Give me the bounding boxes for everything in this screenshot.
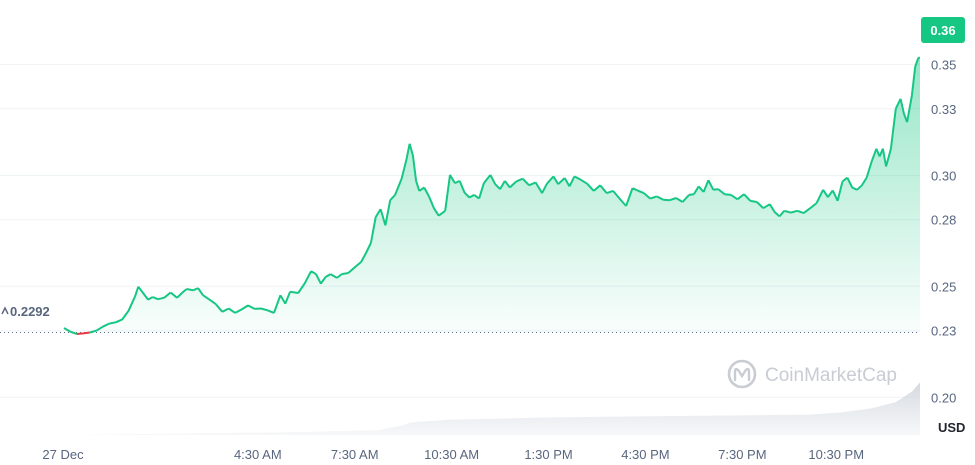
- x-tick-label: 4:30 AM: [234, 447, 282, 462]
- x-tick-label: 7:30 AM: [331, 447, 379, 462]
- x-tick-label: 4:30 PM: [621, 447, 669, 462]
- watermark: CoinMarketCap: [727, 359, 897, 389]
- y-tick-label: 0.25: [931, 279, 956, 294]
- x-tick-label: 10:30 PM: [808, 447, 864, 462]
- unit-label: USD: [938, 420, 965, 435]
- open-price-label: 0.2292: [1, 304, 50, 319]
- open-price-text: 0.2292: [10, 304, 50, 319]
- open-price-marker-icon: [1, 306, 9, 315]
- y-tick-label: 0.30: [931, 168, 956, 183]
- price-line-down: [76, 331, 90, 335]
- x-tick-label: 1:30 PM: [524, 447, 572, 462]
- x-tick-label: 10:30 AM: [424, 447, 479, 462]
- price-area-fill: [64, 57, 920, 334]
- y-axis: 0.20 0.23 0.25 0.28 0.30 0.33 0.35: [931, 57, 956, 405]
- current-price-text: 0.36: [930, 23, 955, 38]
- y-tick-label: 0.20: [931, 390, 956, 405]
- x-tick-label: 7:30 PM: [718, 447, 766, 462]
- y-tick-label: 0.23: [931, 324, 956, 339]
- current-price-badge: 0.36: [921, 17, 965, 43]
- x-axis: 27 Dec 4:30 AM 7:30 AM 10:30 AM 1:30 PM 4:30 …: [42, 447, 864, 462]
- y-tick-label: 0.28: [931, 213, 956, 228]
- x-tick-label: 27 Dec: [42, 447, 84, 462]
- volume-area: [64, 382, 920, 435]
- y-tick-label: 0.33: [931, 102, 956, 117]
- y-tick-label: 0.35: [931, 57, 956, 72]
- watermark-text: CoinMarketCap: [765, 365, 897, 386]
- coinmarketcap-logo-icon: [727, 359, 757, 389]
- price-line-up: [63, 56, 920, 335]
- current-price-badge-bg: [921, 17, 965, 43]
